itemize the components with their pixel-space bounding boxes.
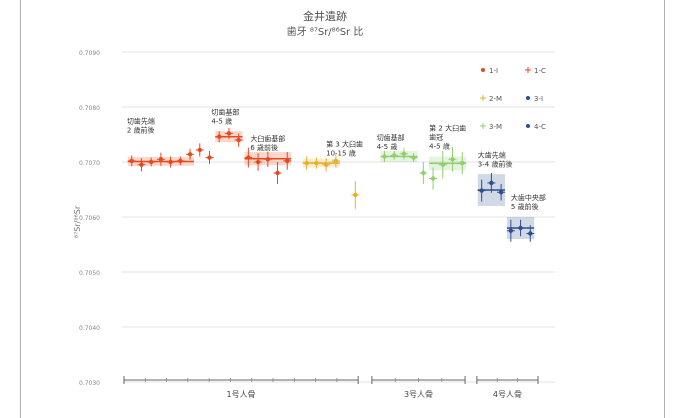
data-point-2 <box>148 159 154 165</box>
data-point-19 <box>323 162 329 167</box>
data-point-25 <box>411 155 416 160</box>
annotation-1: 切歯基部 4-5 歳 <box>211 108 239 126</box>
annotation-4: 切歯基部 4-5 歳 <box>377 133 405 151</box>
group-label-2: 4号人骨 <box>493 390 522 399</box>
group-axis-layer: 1号人骨 3号人骨 4号人骨 <box>123 376 539 399</box>
data-point-0 <box>129 158 134 164</box>
data-point-16 <box>285 158 290 164</box>
chart-subtitle: 歯牙 ⁸⁷Sr/⁸⁶Sr 比 <box>287 25 364 38</box>
data-point-35 <box>518 225 523 231</box>
data-point-34 <box>508 228 514 233</box>
grid-layer: 0.7090 0.7080 0.7070 0.7060 0.7050 0.7040 0.70… <box>79 50 555 387</box>
data-point-6 <box>187 152 193 157</box>
data-point-1 <box>139 162 144 167</box>
legend-label-0: 1-I <box>489 67 498 75</box>
data-point-12 <box>246 155 251 160</box>
data-point-36 <box>528 231 533 236</box>
data-point-13 <box>255 159 261 165</box>
legend-label-2: 2-M <box>489 95 502 103</box>
data-point-27 <box>430 176 436 181</box>
group-label-0: 1号人骨 <box>227 390 256 399</box>
data-point-11 <box>236 137 241 143</box>
data-point-31 <box>479 188 484 193</box>
data-point-3 <box>158 157 164 162</box>
chart-frame <box>20 0 665 418</box>
data-point-20 <box>333 158 339 164</box>
y-tick-label-6: 0.7030 <box>79 380 100 387</box>
annotation-7: 大歯中央部 5 歳前後 <box>511 193 546 211</box>
data-point-24 <box>401 151 407 156</box>
chart-title: 金井遺跡 <box>303 9 347 23</box>
y-tick-label-5: 0.7040 <box>79 325 100 332</box>
data-point-18 <box>314 160 319 166</box>
data-point-15 <box>275 170 280 176</box>
legend-marker-5 <box>526 124 530 128</box>
y-axis-label: ⁸⁷Sr/⁸⁶Sr <box>73 205 82 238</box>
y-tick-label-4: 0.7050 <box>79 270 100 277</box>
legend-marker-3 <box>526 96 530 100</box>
data-point-7 <box>197 147 202 153</box>
point-layer <box>127 127 535 242</box>
data-point-30 <box>460 160 465 166</box>
data-point-32 <box>489 180 494 186</box>
data-point-21 <box>353 192 358 198</box>
legend: 1-I 1-C 2-M 3-I 3-M 4-C <box>480 67 546 131</box>
data-point-17 <box>304 160 309 166</box>
legend-label-5: 4-C <box>534 123 546 131</box>
y-tick-label-2: 0.7070 <box>79 160 100 167</box>
annotation-6: 大歯先端 3-4 歳前後 <box>478 151 513 169</box>
annotation-0: 切歯先端 2 歳前後 <box>127 117 155 135</box>
data-point-23 <box>391 153 397 158</box>
annotation-layer: 切歯先端 2 歳前後切歯基部 4-5 歳大臼歯基部 6 歳前後第 3 大臼歯 10-15… <box>127 108 546 211</box>
data-point-22 <box>382 154 387 159</box>
annotation-3: 第 3 大臼歯 10-15 歳 <box>326 140 363 158</box>
y-tick-label-3: 0.7060 <box>79 215 100 222</box>
data-point-8 <box>207 155 212 160</box>
group-label-1: 3号人骨 <box>404 390 433 399</box>
data-point-4 <box>168 159 173 165</box>
annotation-2: 大臼歯基部 6 歳前後 <box>250 134 285 152</box>
legend-label-3: 3-I <box>534 95 543 103</box>
data-point-33 <box>498 190 504 195</box>
data-point-10 <box>226 131 232 136</box>
data-point-26 <box>421 170 426 176</box>
data-point-28 <box>440 162 445 167</box>
data-point-5 <box>178 158 183 164</box>
annotation-5: 第 2 大臼歯歯冠 4-5 歳 <box>429 124 466 151</box>
legend-marker-0 <box>481 68 485 72</box>
legend-label-4: 3-M <box>489 123 502 131</box>
data-point-14 <box>265 157 271 162</box>
data-point-29 <box>450 157 455 162</box>
data-point-9 <box>217 134 222 139</box>
y-tick-label-1: 0.7080 <box>79 105 100 112</box>
legend-label-1: 1-C <box>534 67 546 75</box>
y-tick-label-0: 0.7090 <box>79 50 100 57</box>
